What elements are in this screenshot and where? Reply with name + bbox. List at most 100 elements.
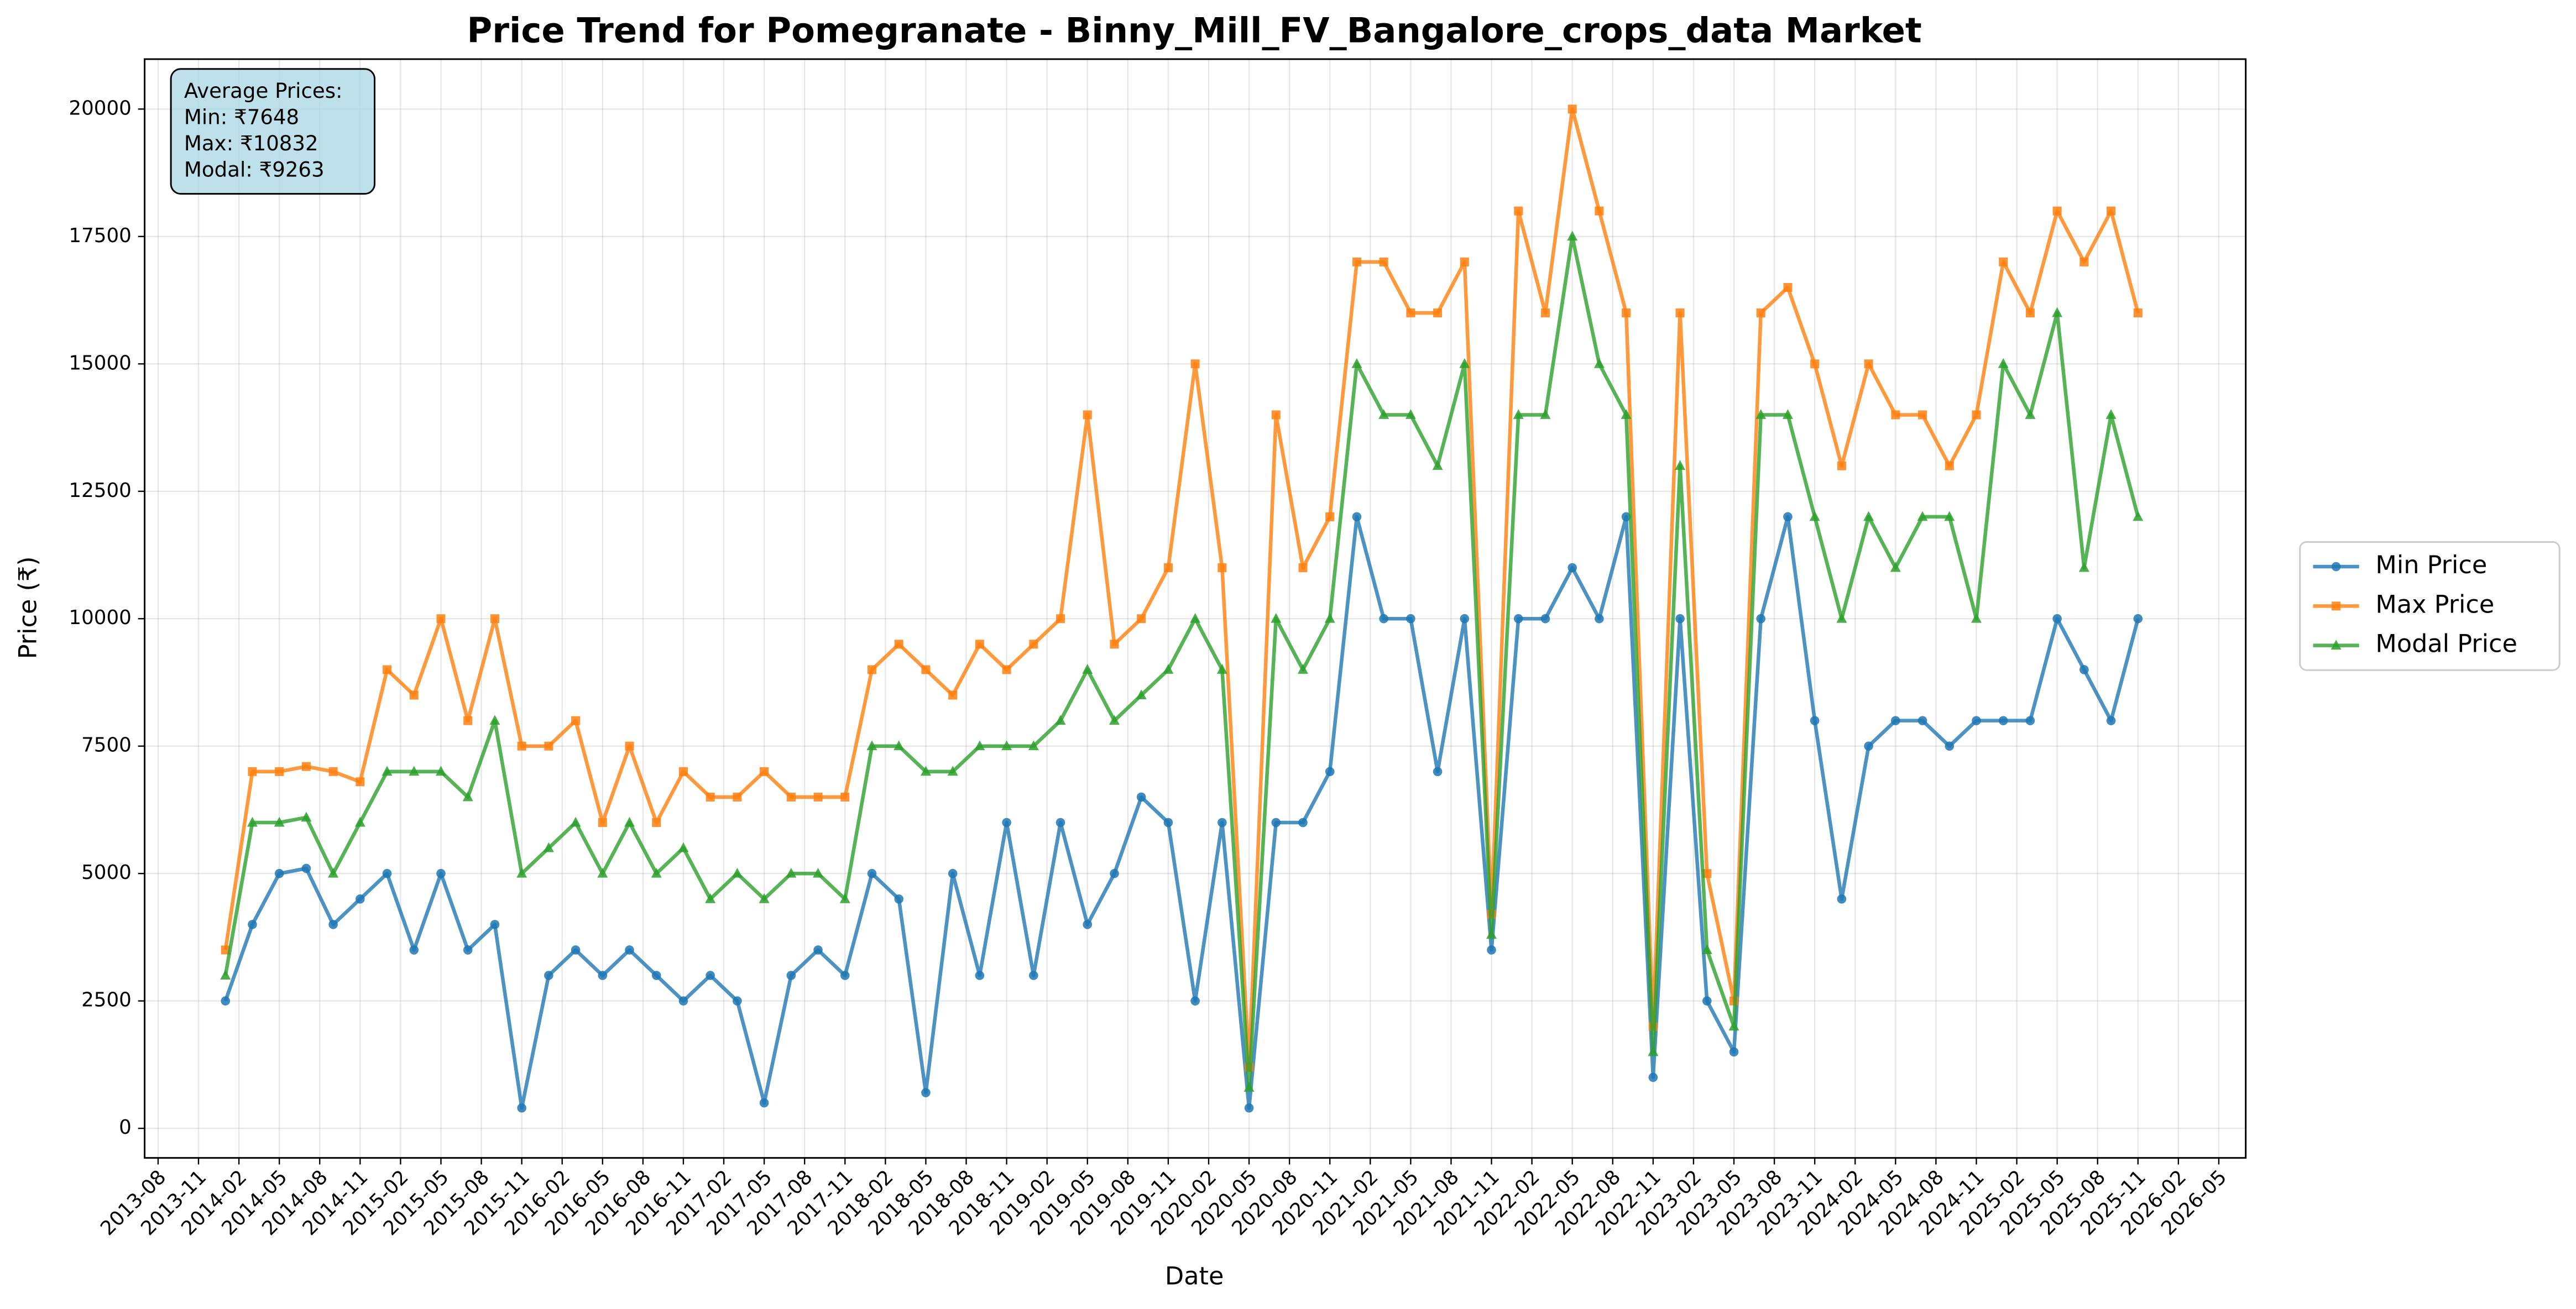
marker	[1622, 308, 1631, 318]
y-tick-label: 12500	[69, 479, 131, 502]
marker	[1999, 257, 2008, 266]
y-tick-label: 17500	[69, 224, 131, 247]
marker	[651, 971, 661, 980]
marker	[598, 818, 607, 828]
marker	[1648, 1072, 1658, 1082]
marker	[975, 971, 985, 980]
marker	[2079, 665, 2089, 674]
marker	[248, 920, 257, 929]
marker	[1297, 664, 1309, 674]
legend-label: Max Price	[2375, 590, 2494, 619]
marker	[1055, 715, 1066, 725]
marker	[1002, 818, 1011, 828]
marker	[221, 996, 231, 1006]
marker	[1271, 612, 1282, 623]
marker	[1756, 308, 1765, 318]
marker	[382, 868, 392, 878]
marker	[894, 894, 904, 904]
marker	[1837, 461, 1846, 470]
marker	[624, 816, 635, 827]
marker	[1324, 612, 1335, 623]
marker	[571, 716, 581, 725]
marker	[1540, 308, 1550, 318]
legend-marker	[2331, 640, 2342, 650]
marker	[1891, 410, 1900, 420]
marker	[974, 740, 985, 751]
marker	[2133, 511, 2144, 521]
marker	[1218, 563, 1227, 573]
marker	[840, 971, 850, 980]
marker	[1756, 614, 1766, 624]
marker	[2052, 614, 2062, 624]
marker	[786, 792, 796, 802]
marker	[1190, 612, 1201, 623]
marker	[1218, 818, 1227, 828]
marker	[840, 792, 850, 802]
annotation-text: Max: ₹10832	[184, 132, 318, 155]
marker	[1244, 1103, 1254, 1113]
marker	[1406, 308, 1415, 318]
marker	[1971, 612, 1982, 623]
marker	[1998, 716, 2008, 725]
marker	[1675, 308, 1685, 318]
marker	[221, 945, 230, 955]
marker	[867, 868, 877, 878]
marker	[463, 945, 473, 955]
legend-marker	[2331, 562, 2341, 572]
marker	[1486, 929, 1497, 939]
marker	[409, 690, 419, 700]
marker	[1837, 894, 1847, 904]
marker	[490, 614, 499, 624]
marker	[706, 971, 715, 980]
chart-title: Price Trend for Pomegranate - Binny_Mill…	[467, 11, 1922, 51]
marker	[1163, 818, 1173, 828]
marker	[1701, 944, 1712, 954]
marker	[356, 777, 365, 787]
marker	[759, 1098, 769, 1108]
marker	[1809, 511, 1820, 521]
marker	[786, 971, 796, 980]
marker	[1863, 511, 1874, 521]
marker	[2052, 206, 2062, 216]
marker	[2133, 614, 2143, 624]
marker	[921, 665, 931, 674]
marker	[813, 867, 824, 878]
marker	[2025, 409, 2036, 419]
marker	[1702, 869, 1712, 878]
marker	[1890, 562, 1901, 572]
marker	[1917, 511, 1928, 521]
annotation-text: Modal: ₹9263	[184, 158, 325, 181]
marker	[1998, 358, 2009, 368]
marker	[1595, 206, 1604, 216]
marker	[1460, 614, 1470, 624]
y-tick-label: 7500	[81, 734, 132, 757]
marker	[625, 945, 634, 955]
marker	[1056, 818, 1065, 828]
marker	[382, 766, 393, 776]
x-axis-label: Date	[1165, 1262, 1224, 1291]
marker	[947, 766, 958, 776]
y-tick-label: 0	[119, 1116, 132, 1139]
marker	[571, 945, 581, 955]
marker	[354, 816, 365, 827]
marker	[1137, 614, 1146, 624]
marker	[409, 766, 420, 776]
marker	[706, 792, 715, 802]
marker	[678, 842, 689, 852]
marker	[1593, 358, 1605, 368]
marker	[1109, 715, 1120, 725]
marker	[894, 640, 903, 649]
marker	[1702, 996, 1712, 1006]
y-axis-label: Price (₹)	[14, 556, 43, 659]
marker	[2025, 716, 2035, 725]
marker	[1298, 563, 1308, 573]
marker	[1190, 359, 1200, 369]
marker	[1271, 410, 1281, 420]
marker	[462, 791, 473, 802]
marker	[948, 690, 958, 700]
marker	[651, 867, 662, 878]
marker	[867, 665, 877, 674]
marker	[436, 614, 446, 624]
